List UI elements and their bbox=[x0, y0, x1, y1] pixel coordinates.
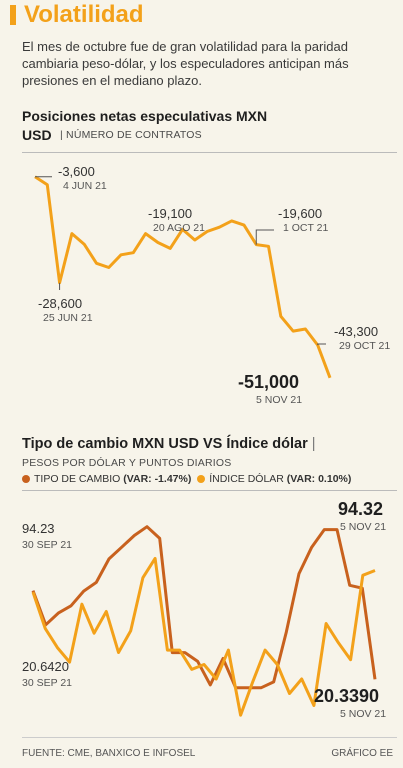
chart1-leader-line bbox=[317, 343, 326, 346]
chart2-peso-line bbox=[31, 525, 377, 690]
chart1-annotation-value: -43,300 bbox=[334, 324, 378, 339]
chart1-annotation-value: -19,100 bbox=[148, 206, 192, 221]
chart1-annotation-date: 25 JUN 21 bbox=[43, 312, 93, 324]
chart2-annotation-date: 30 SEP 21 bbox=[22, 677, 72, 689]
chart1-unit: | NÚMERO DE CONTRATOS bbox=[60, 129, 202, 141]
chart2-annotation-date: 5 NOV 21 bbox=[340, 708, 386, 720]
legend-swatch-dxy bbox=[197, 475, 206, 484]
page-title: Volatilidad bbox=[24, 1, 144, 28]
chart2-annotation-value: 20.3390 bbox=[314, 686, 379, 706]
footer-rule bbox=[22, 737, 397, 738]
chart1-annotation-date: 20 AGO 21 bbox=[153, 222, 205, 234]
chart2-annotation-value: 94.32 bbox=[338, 499, 383, 519]
chart2-annotation-date: 5 NOV 21 bbox=[340, 521, 386, 533]
chart1-title-line2: USD bbox=[22, 127, 52, 143]
chart1-annotation-date: 5 NOV 21 bbox=[256, 394, 302, 406]
chart2-unit: PESOS POR DÓLAR Y PUNTOS DIARIOS bbox=[22, 457, 232, 469]
chart1-title: Posiciones netas especulativas MXN bbox=[22, 108, 268, 124]
chart2-legend: TIPO DE CAMBIO (VAR: -1.47%) ÍNDICE DÓLA… bbox=[22, 473, 351, 485]
legend-label-peso: TIPO DE CAMBIO bbox=[34, 473, 121, 485]
chart2-annotation-date: 30 SEP 21 bbox=[22, 539, 72, 551]
chart1-annotation-date: 1 OCT 21 bbox=[283, 222, 328, 234]
legend-label-dxy: ÍNDICE DÓLAR bbox=[209, 473, 284, 485]
chart1-annotation-value: -28,600 bbox=[38, 296, 82, 311]
chart2-dxy-line bbox=[31, 556, 376, 717]
legend-var-peso: (VAR: -1.47%) bbox=[123, 473, 192, 485]
chart2-annotation-value: 20.6420 bbox=[22, 659, 69, 674]
chart1-leader-line bbox=[255, 229, 274, 245]
chart1-rule bbox=[22, 152, 397, 153]
chart1-annotation-date: 4 JUN 21 bbox=[63, 180, 107, 192]
chart1-annotation-date: 29 OCT 21 bbox=[339, 340, 390, 352]
chart2-svg: 94.23 30 SEP 21 20.6420 30 SEP 21 94.32 5 NOV… bbox=[22, 499, 386, 720]
chart2-title: Tipo de cambio MXN USD VS Índice dólar | bbox=[22, 436, 316, 452]
legend-var-dxy: (VAR: 0.10%) bbox=[286, 473, 352, 485]
legend-swatch-peso bbox=[22, 475, 30, 484]
chart2-annotation-value: 94.23 bbox=[22, 521, 55, 536]
chart2-rule bbox=[22, 490, 397, 491]
source-note: FUENTE: CME, BANXICO E INFOSEL bbox=[22, 748, 196, 759]
page-subtitle: El mes de octubre fue de gran volatilida… bbox=[22, 39, 349, 88]
chart1-annotation-value: -51,000 bbox=[238, 372, 299, 392]
title-accent-bar bbox=[10, 5, 16, 25]
credit-note: GRÁFICO EE bbox=[331, 748, 393, 759]
chart1-series-line bbox=[34, 175, 332, 379]
chart1-annotation-value: -19,600 bbox=[278, 206, 322, 221]
chart1-annotation-value: -3,600 bbox=[58, 164, 95, 179]
